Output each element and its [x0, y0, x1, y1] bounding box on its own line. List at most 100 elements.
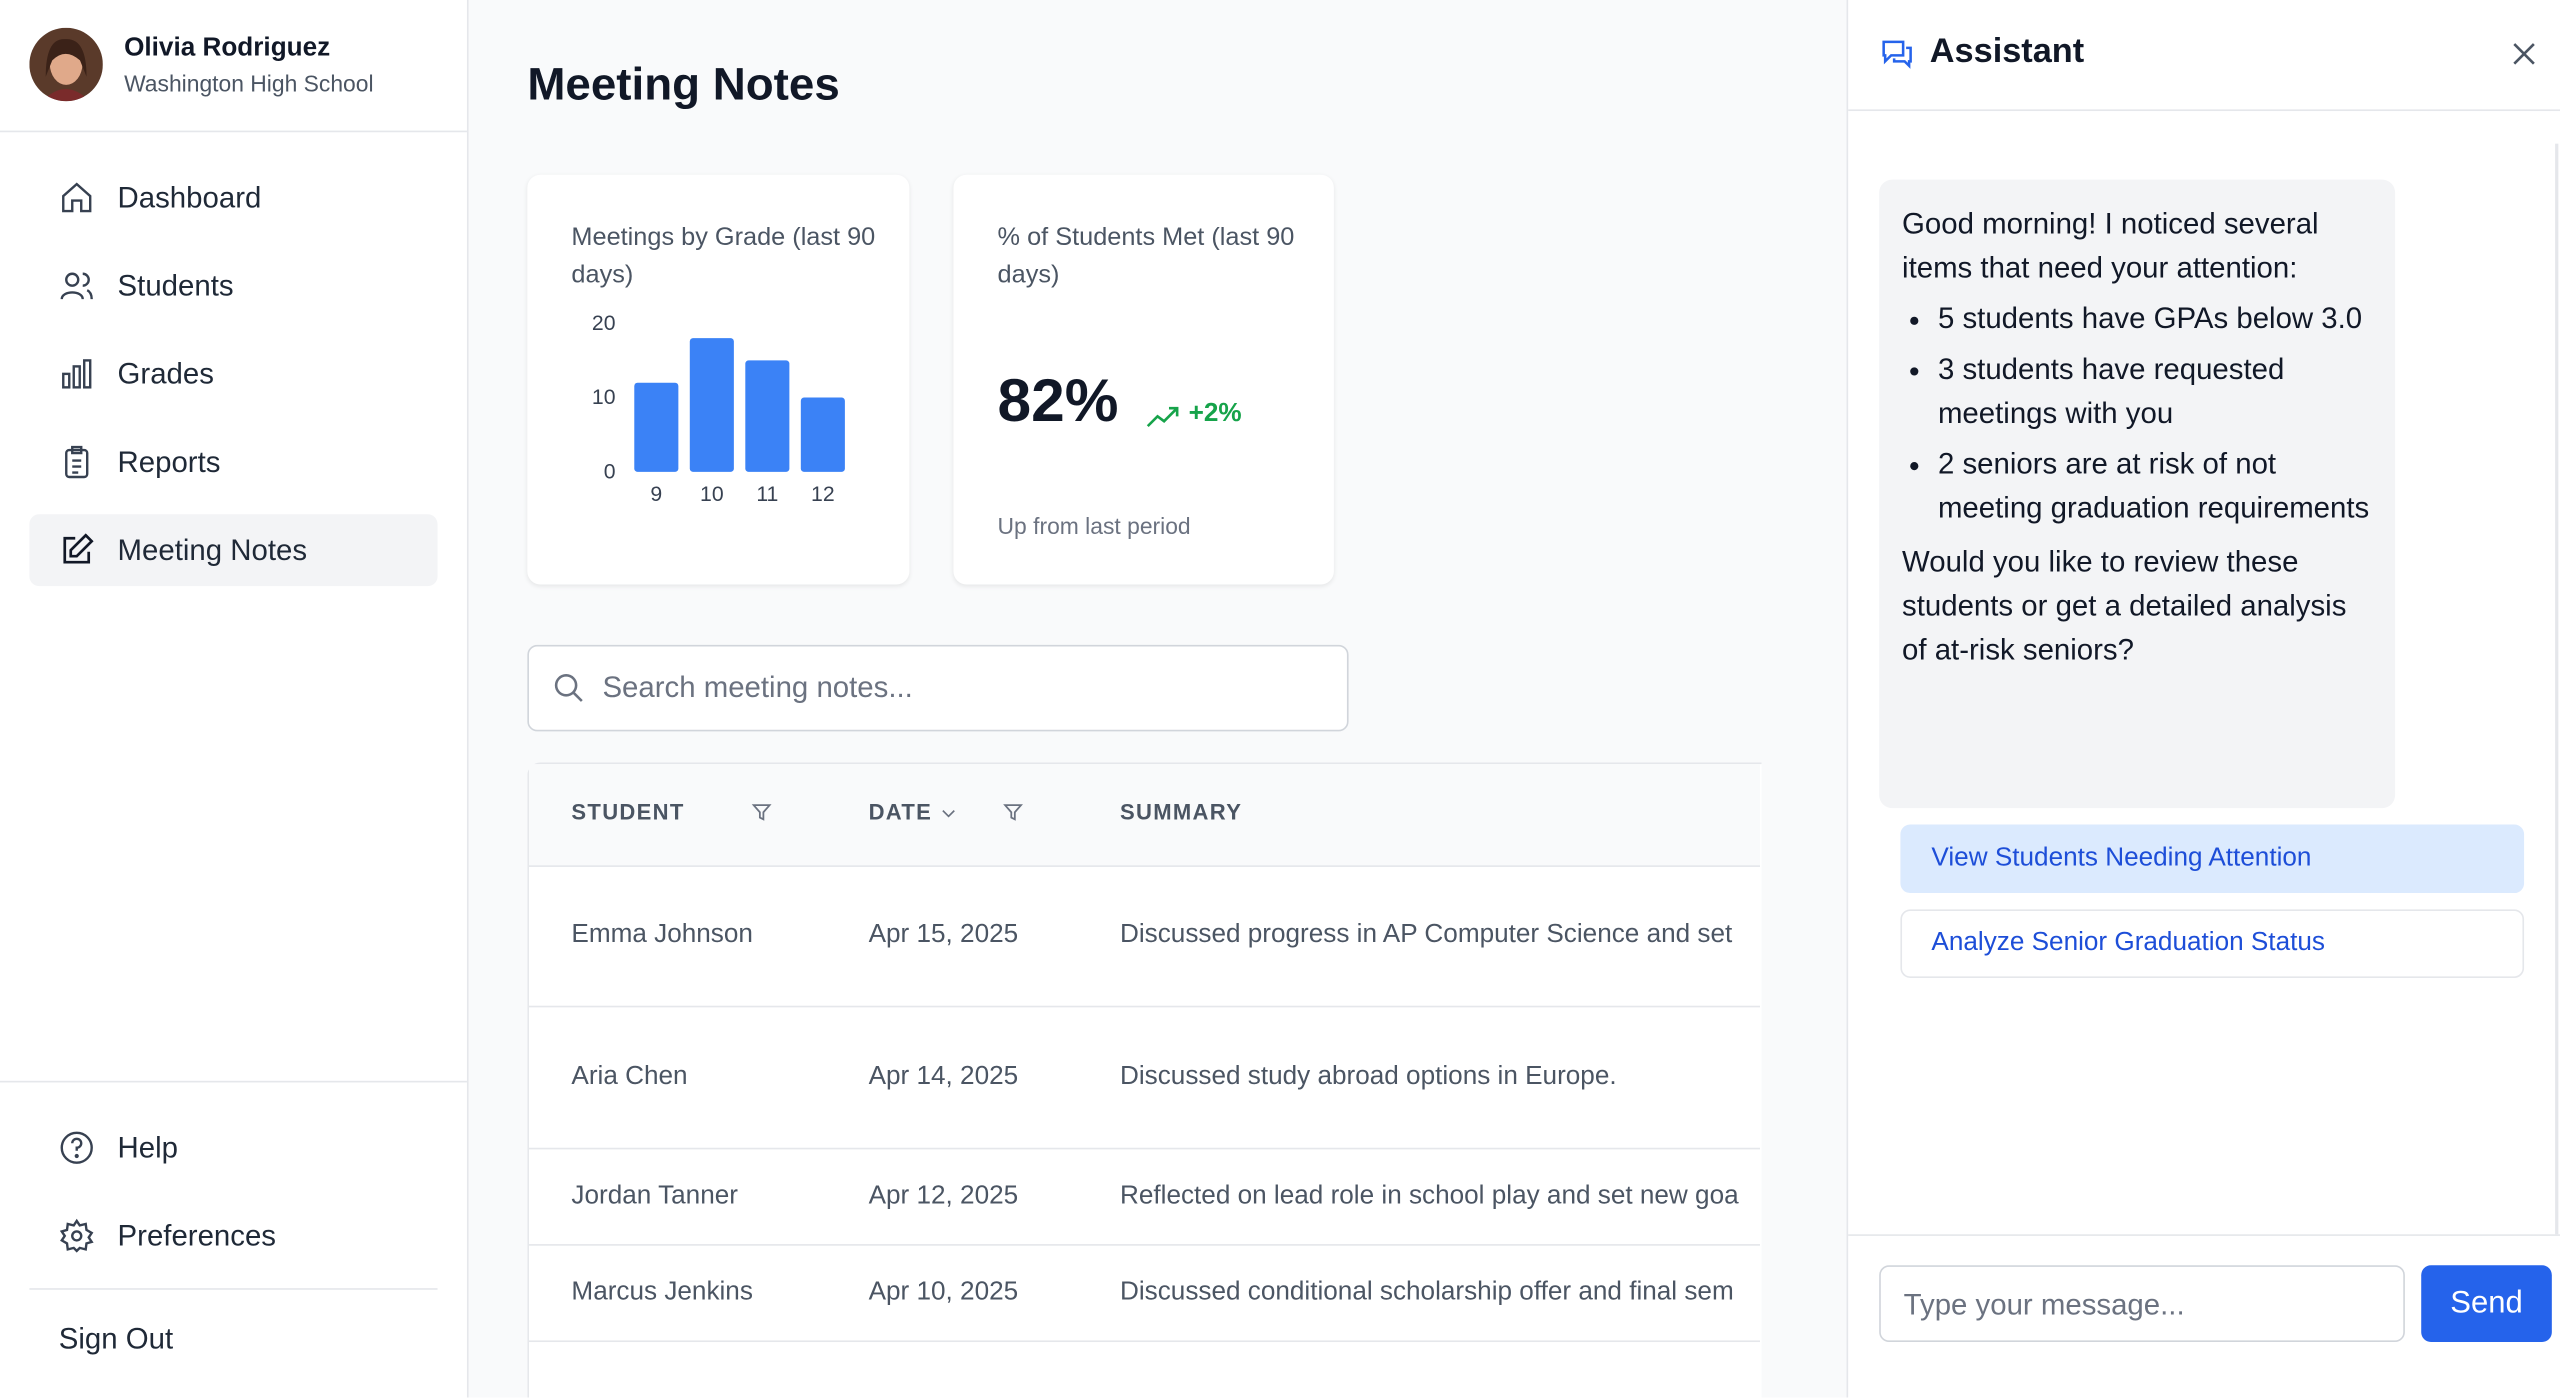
users-icon	[60, 272, 93, 300]
user-name: Olivia Rodriguez	[124, 34, 331, 63]
column-header: SUMMARY	[1119, 799, 1243, 825]
chat-icon	[1882, 40, 1912, 69]
home-icon	[62, 182, 92, 213]
metric-note: Up from last period	[997, 512, 1191, 539]
assistant-panel: Assistant Good morning! I noticed severa…	[1846, 0, 2560, 1398]
divider	[1848, 109, 2560, 112]
bar	[689, 338, 734, 472]
nav-item[interactable]: Meeting Notes	[29, 514, 438, 587]
divider	[1848, 1234, 2560, 1236]
x-tick-label: 10	[700, 483, 724, 506]
metric-change: +2%	[1188, 399, 1242, 428]
nav-label: Meeting Notes	[117, 533, 308, 566]
bar	[745, 360, 790, 472]
nav-item[interactable]: Preferences	[29, 1200, 437, 1272]
notes-icon	[63, 533, 94, 564]
y-tick-label: 10	[592, 386, 616, 409]
search-box[interactable]: Search meeting notes...	[527, 644, 1349, 732]
metric-card: % of Students Met (last 90 days) 82% +2%…	[953, 174, 1334, 585]
nav-item[interactable]: Dashboard	[29, 162, 437, 234]
message-text: Good morning! I noticed several items th…	[1902, 207, 2319, 285]
table-cell: Apr 14, 2025	[868, 1062, 1019, 1090]
divider	[0, 130, 467, 133]
x-tick-label: 12	[811, 483, 835, 506]
table-cell[interactable]: Aria Chen	[571, 1062, 688, 1090]
sort-icon[interactable]	[939, 803, 959, 823]
reports-icon	[65, 445, 89, 479]
grades-icon	[62, 359, 92, 389]
row-divider	[528, 1244, 1760, 1246]
search-placeholder: Search meeting notes...	[602, 671, 913, 704]
message-input[interactable]: Type your message...	[1879, 1265, 2405, 1343]
table-cell: Apr 15, 2025	[868, 920, 1019, 949]
scrollbar	[2555, 143, 2559, 1235]
filter-icon[interactable]	[1002, 802, 1023, 823]
input-placeholder: Type your message...	[1903, 1288, 2185, 1321]
message-list: 5 students have GPAs below 3.0 3 student…	[1902, 297, 2372, 530]
bar-chart: 0 10 20 9 10 11 12	[592, 312, 845, 506]
sign-out[interactable]: Sign Out	[58, 1322, 174, 1356]
row-divider	[528, 1005, 1760, 1008]
settings-icon	[59, 1218, 94, 1253]
nav-label: Reports	[117, 444, 221, 478]
action-label: Analyze Senior Graduation Status	[1931, 928, 2325, 957]
table-cell: Discussed study abroad options in Europe…	[1119, 1062, 1617, 1090]
divider	[0, 1080, 467, 1083]
row-divider	[528, 1340, 1760, 1343]
nav-item[interactable]: Help	[29, 1112, 437, 1184]
avatar[interactable]	[29, 27, 103, 102]
close-button[interactable]	[2511, 41, 2537, 67]
nav-label: Grades	[117, 356, 214, 390]
bar	[800, 397, 845, 472]
column-header[interactable]: STUDENT	[571, 799, 685, 825]
notes-table	[527, 762, 1762, 1398]
action-button[interactable]: View Students Needing Attention	[1900, 824, 2525, 894]
y-tick-label: 20	[592, 312, 616, 335]
table-cell[interactable]: Marcus Jenkins	[571, 1277, 753, 1306]
table-cell: Apr 10, 2025	[868, 1277, 1019, 1306]
message-text: Would you like to review these students …	[1902, 545, 2347, 667]
search-icon	[554, 674, 583, 702]
help-icon	[60, 1131, 93, 1164]
nav-label: Students	[117, 268, 234, 302]
filter-icon[interactable]	[751, 802, 772, 823]
table-cell[interactable]: Jordan Tanner	[571, 1181, 738, 1209]
table-cell[interactable]: Emma Johnson	[571, 920, 753, 949]
action-button[interactable]: Analyze Senior Graduation Status	[1900, 909, 2525, 978]
divider	[29, 1288, 438, 1290]
chart-title: Meetings by Grade (last 90 days)	[571, 223, 876, 289]
table-cell: Reflected on lead role in school play an…	[1119, 1181, 1739, 1209]
message-item: 5 students have GPAs below 3.0	[1938, 297, 2372, 341]
page-title: Meeting Notes	[527, 58, 840, 110]
assistant-message: Good morning! I noticed several items th…	[1879, 179, 2396, 809]
user-school: Washington High School	[124, 70, 374, 97]
nav-label: Help	[117, 1130, 179, 1164]
trend-icon	[1146, 406, 1179, 428]
row-divider	[528, 1147, 1760, 1150]
chart-card: Meetings by Grade (last 90 days) 0 10 20 9 1…	[527, 174, 910, 585]
sidebar: Olivia Rodriguez Washington High School …	[0, 0, 469, 1398]
nav-label: Preferences	[117, 1218, 277, 1252]
bar	[634, 382, 679, 472]
action-label: View Students Needing Attention	[1931, 844, 2312, 872]
send-button[interactable]: Send	[2421, 1265, 2552, 1343]
table-cell: Apr 12, 2025	[868, 1181, 1019, 1209]
assistant-title: Assistant	[1929, 32, 2085, 71]
message-item: 2 seniors are at risk of not meeting gra…	[1938, 442, 2372, 530]
table-cell: Discussed conditional scholarship offer …	[1119, 1277, 1734, 1306]
nav-item[interactable]: Grades	[29, 338, 437, 410]
table-cell: Discussed progress in AP Computer Scienc…	[1119, 920, 1733, 949]
metric-title: % of Students Met (last 90 days)	[997, 223, 1295, 289]
message-item: 3 students have requested meetings with …	[1938, 348, 2372, 436]
y-tick-label: 0	[604, 460, 616, 483]
table-header	[528, 764, 1760, 867]
x-tick-label: 9	[650, 483, 662, 506]
nav-item[interactable]: Reports	[29, 426, 437, 498]
metric-value: 82%	[997, 367, 1119, 435]
nav-item[interactable]: Students	[29, 250, 437, 322]
column-header[interactable]: DATE	[868, 799, 933, 825]
nav-label: Dashboard	[117, 180, 262, 214]
